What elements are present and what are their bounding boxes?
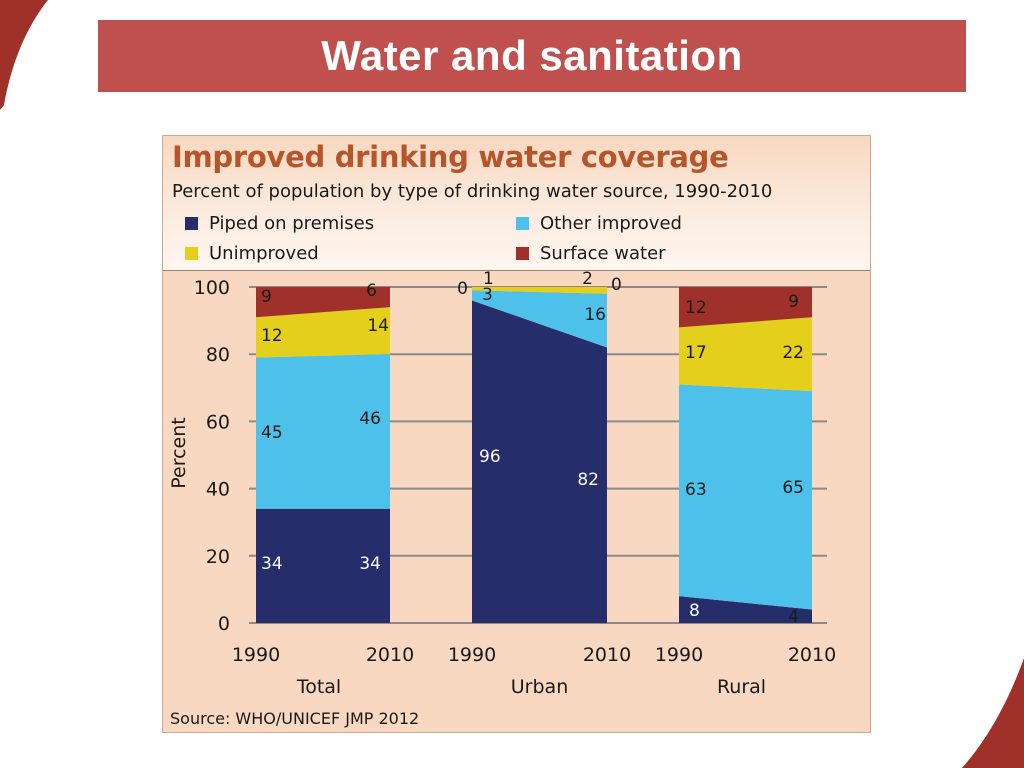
slide-title: Water and sanitation — [321, 32, 743, 79]
area-total-series-2 — [256, 307, 390, 358]
area-rural-series-0 — [679, 596, 812, 623]
area-urban-series-0 — [472, 300, 607, 623]
data-label: 34 — [359, 554, 381, 574]
legend-swatch-surface-water — [516, 247, 529, 260]
data-label: 1 — [483, 269, 494, 289]
corner-decoration-top-left — [0, 0, 48, 110]
x-tick-label: 1990 — [448, 644, 496, 666]
data-label: 4 — [788, 607, 799, 627]
chart-panel: Improved drinking water coverage Percent… — [162, 135, 871, 733]
x-tick-label: 2010 — [366, 644, 414, 666]
legend-label-other-improved: Other improved — [540, 213, 682, 234]
data-label: 9 — [261, 287, 272, 307]
chart-subtitle: Percent of population by type of drinkin… — [172, 181, 773, 202]
area-urban-series-1 — [472, 290, 607, 348]
data-label: 63 — [685, 480, 707, 500]
area-total-series-0 — [256, 508, 390, 623]
y-tick-label: 0 — [218, 613, 230, 635]
group-label: Rural — [717, 676, 766, 698]
data-label: 0 — [457, 279, 468, 299]
legend-swatch-piped — [185, 217, 198, 230]
data-label: 6 — [366, 281, 377, 301]
x-tick-label: 2010 — [788, 644, 836, 666]
y-tick-label: 20 — [206, 546, 230, 568]
area-rural-series-2 — [679, 317, 812, 392]
data-label: 17 — [685, 343, 707, 363]
legend-swatch-unimproved — [185, 247, 198, 260]
x-tick-label: 2010 — [583, 644, 631, 666]
legend-swatch-other-improved — [516, 217, 529, 230]
y-tick-label: 60 — [206, 411, 230, 433]
area-rural-series-3 — [679, 287, 812, 328]
y-axis-label: Percent — [168, 417, 190, 489]
legend-label-unimproved: Unimproved — [209, 243, 319, 264]
group-label: Total — [296, 676, 341, 698]
chart-header: Improved drinking water coverage Percent… — [163, 136, 870, 271]
x-tick-label: 1990 — [232, 644, 280, 666]
data-label: 8 — [689, 601, 700, 621]
data-label: 45 — [261, 423, 283, 443]
area-rural-series-1 — [679, 384, 812, 610]
legend-item-piped: Piped on premises — [185, 213, 374, 234]
data-label: 16 — [584, 305, 606, 325]
y-tick-label: 40 — [206, 479, 230, 501]
title-banner: Water and sanitation — [98, 20, 966, 92]
data-label: 96 — [479, 447, 501, 467]
legend-label-piped: Piped on premises — [209, 213, 375, 234]
data-label: 12 — [261, 326, 283, 346]
data-label: 2 — [582, 269, 593, 289]
data-label: 3 — [482, 285, 493, 305]
chart-source: Source: WHO/UNICEF JMP 2012 — [170, 709, 419, 728]
data-label: 0 — [611, 275, 622, 295]
legend-item-other-improved: Other improved — [516, 213, 682, 234]
data-label: 14 — [367, 316, 389, 336]
data-label: 34 — [261, 554, 283, 574]
area-total-series-3 — [256, 287, 390, 318]
legend-item-unimproved: Unimproved — [185, 243, 319, 264]
data-label: 46 — [359, 409, 381, 429]
area-urban-series-2 — [472, 287, 607, 294]
data-label: 9 — [788, 292, 799, 312]
legend-item-surface-water: Surface water — [516, 243, 666, 264]
group-label: Urban — [511, 676, 568, 698]
y-tick-label: 100 — [194, 277, 230, 299]
chart-title: Improved drinking water coverage — [172, 140, 729, 174]
x-tick-label: 1990 — [655, 644, 703, 666]
data-label: 12 — [685, 298, 707, 318]
data-label: 82 — [577, 470, 599, 490]
y-tick-label: 80 — [206, 344, 230, 366]
data-label: 22 — [782, 343, 804, 363]
legend-label-surface-water: Surface water — [540, 243, 666, 264]
data-label: 65 — [782, 478, 804, 498]
corner-decoration-bottom-right — [962, 658, 1024, 768]
area-total-series-1 — [256, 354, 390, 509]
